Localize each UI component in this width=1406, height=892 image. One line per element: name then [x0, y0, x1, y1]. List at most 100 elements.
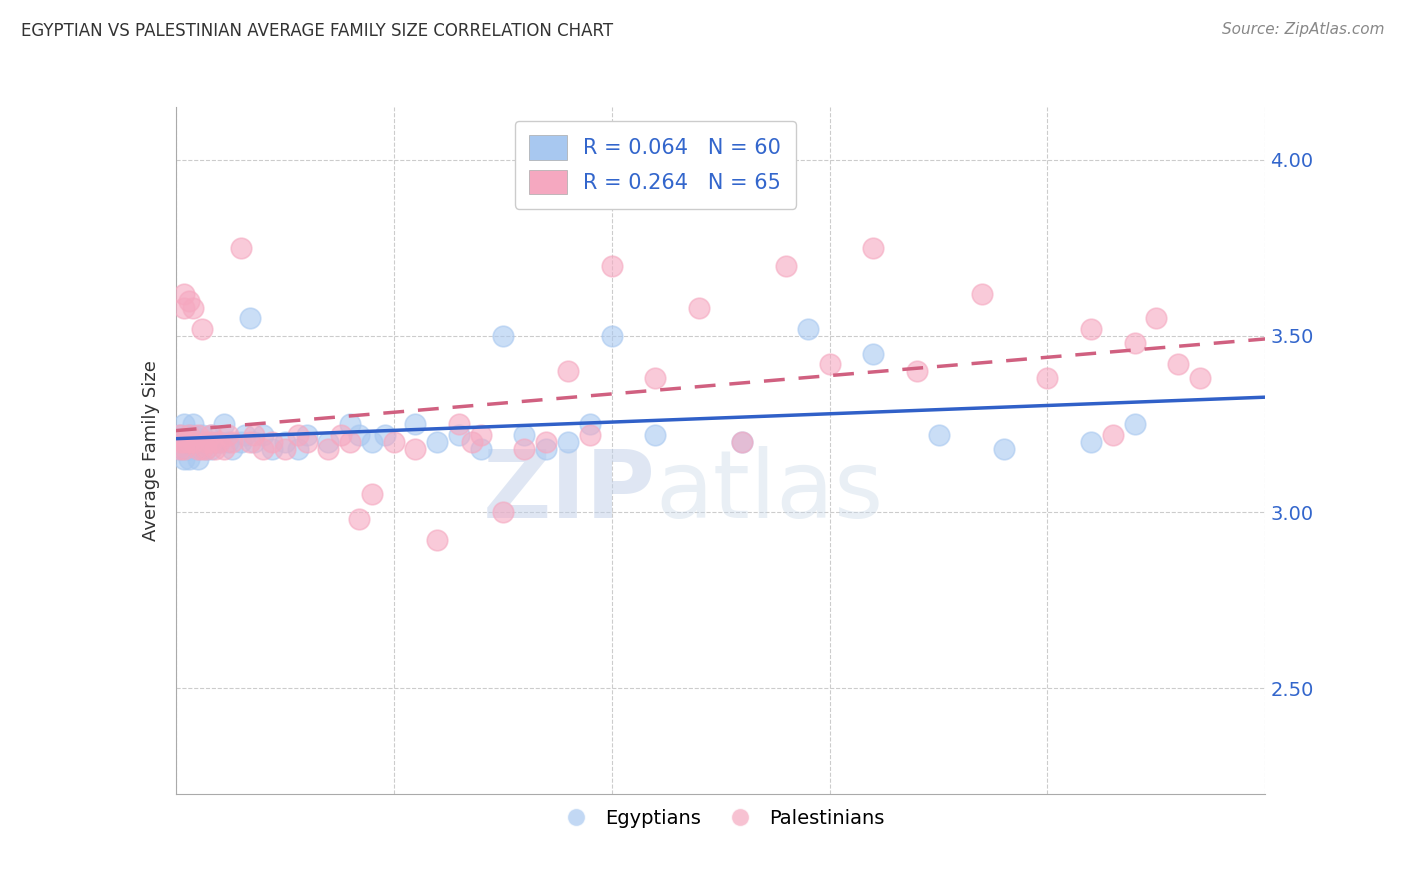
Point	[169, 427, 191, 442]
Point	[173, 286, 195, 301]
Point	[200, 442, 222, 456]
Point	[600, 259, 623, 273]
Point	[169, 434, 191, 449]
Point	[644, 371, 666, 385]
Point	[195, 442, 218, 456]
Point	[212, 442, 235, 456]
Point	[318, 434, 340, 449]
Point	[688, 301, 710, 315]
Point	[177, 293, 200, 308]
Point	[731, 434, 754, 449]
Point	[1189, 371, 1212, 385]
Point	[169, 434, 191, 449]
Point	[239, 434, 262, 449]
Text: Source: ZipAtlas.com: Source: ZipAtlas.com	[1222, 22, 1385, 37]
Point	[600, 329, 623, 343]
Point	[274, 434, 297, 449]
Point	[181, 434, 204, 449]
Point	[470, 427, 492, 442]
Point	[173, 301, 195, 315]
Point	[181, 417, 204, 431]
Point	[200, 434, 222, 449]
Text: EGYPTIAN VS PALESTINIAN AVERAGE FAMILY SIZE CORRELATION CHART: EGYPTIAN VS PALESTINIAN AVERAGE FAMILY S…	[21, 22, 613, 40]
Point	[461, 434, 484, 449]
Point	[260, 442, 283, 456]
Y-axis label: Average Family Size: Average Family Size	[142, 360, 160, 541]
Point	[339, 434, 361, 449]
Point	[557, 364, 579, 378]
Point	[208, 434, 231, 449]
Point	[492, 329, 515, 343]
Point	[181, 301, 204, 315]
Point	[173, 434, 195, 449]
Point	[405, 442, 427, 456]
Point	[534, 442, 557, 456]
Point	[177, 427, 200, 442]
Point	[818, 357, 841, 371]
Point	[347, 427, 370, 442]
Point	[513, 442, 536, 456]
Point	[374, 427, 396, 442]
Point	[513, 427, 536, 442]
Point	[173, 434, 195, 449]
Point	[217, 434, 239, 449]
Point	[1123, 417, 1146, 431]
Point	[579, 427, 602, 442]
Point	[221, 434, 243, 449]
Point	[177, 434, 200, 449]
Point	[195, 434, 218, 449]
Point	[993, 442, 1015, 456]
Point	[796, 322, 818, 336]
Point	[204, 442, 226, 456]
Point	[1144, 311, 1167, 326]
Point	[928, 427, 950, 442]
Point	[426, 434, 449, 449]
Point	[360, 434, 382, 449]
Point	[191, 427, 214, 442]
Point	[295, 427, 318, 442]
Point	[731, 434, 754, 449]
Point	[181, 427, 204, 442]
Point	[579, 417, 602, 431]
Point	[1080, 322, 1102, 336]
Point	[195, 442, 218, 456]
Point	[217, 427, 239, 442]
Point	[186, 427, 209, 442]
Point	[186, 452, 209, 467]
Point	[177, 452, 200, 467]
Point	[252, 427, 274, 442]
Point	[1123, 336, 1146, 351]
Point	[173, 417, 195, 431]
Point	[644, 427, 666, 442]
Point	[200, 427, 222, 442]
Point	[191, 442, 214, 456]
Point	[243, 427, 266, 442]
Point	[330, 427, 353, 442]
Point	[169, 427, 191, 442]
Point	[970, 286, 993, 301]
Point	[274, 442, 297, 456]
Point	[204, 434, 226, 449]
Point	[1036, 371, 1059, 385]
Point	[252, 442, 274, 456]
Point	[231, 434, 253, 449]
Point	[260, 434, 283, 449]
Point	[186, 442, 209, 456]
Point	[239, 311, 262, 326]
Point	[235, 427, 257, 442]
Point	[177, 442, 200, 456]
Point	[177, 427, 200, 442]
Point	[382, 434, 405, 449]
Point	[339, 417, 361, 431]
Point	[173, 452, 195, 467]
Point	[405, 417, 427, 431]
Point	[191, 434, 214, 449]
Point	[862, 241, 884, 255]
Point	[426, 533, 449, 548]
Point	[221, 442, 243, 456]
Point	[295, 434, 318, 449]
Point	[169, 442, 191, 456]
Point	[173, 442, 195, 456]
Point	[360, 487, 382, 501]
Point	[186, 434, 209, 449]
